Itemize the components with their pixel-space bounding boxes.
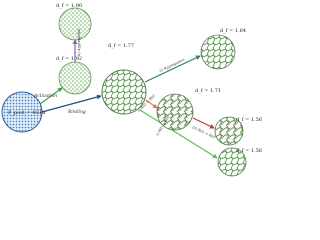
- diagram: P_post = 4GPa d_f = 1.92 d_f = 1.90 d_f …: [1, 3, 262, 177]
- edge: [139, 109, 218, 159]
- node-circle: [200, 34, 236, 70]
- edge: [192, 117, 215, 129]
- node-label: d_f = 1.92: [56, 56, 82, 62]
- node-label: d_f = 1.64: [220, 28, 246, 34]
- node-label: P_post = 4GPa: [8, 110, 45, 116]
- node-label: d_f = 1.77: [108, 43, 134, 49]
- edge-label: Activation: [33, 93, 57, 99]
- edge-label: Binding: [67, 109, 86, 115]
- node-circle: [58, 61, 92, 95]
- edge: [41, 94, 102, 113]
- edges: [39, 39, 218, 159]
- node-circle: [1, 91, 43, 133]
- edge: [144, 55, 201, 83]
- node-label: d_f = 1.56: [236, 117, 262, 123]
- edge: [145, 99, 158, 109]
- node-label: d_f = 1.56: [236, 148, 262, 154]
- node-circle: [58, 7, 92, 41]
- node-circle: [214, 116, 244, 146]
- node-circle: [217, 147, 247, 177]
- edge-label: ii) Aggregation: [77, 28, 81, 56]
- node-label: d_f = 1.90: [56, 3, 82, 9]
- edge: [39, 87, 63, 105]
- node-label: d_f = 1.71: [195, 88, 221, 94]
- node-circle: [156, 93, 194, 131]
- node-circle: [101, 69, 147, 115]
